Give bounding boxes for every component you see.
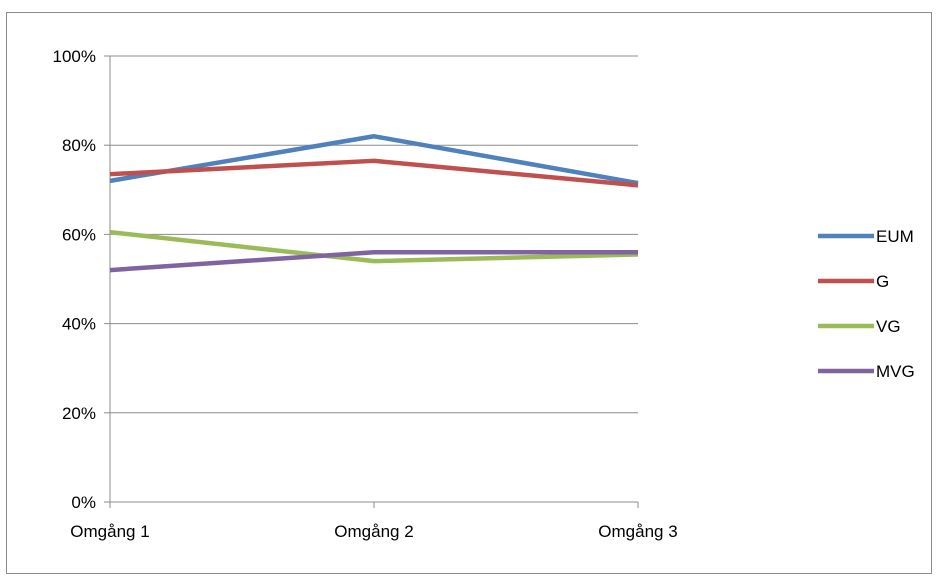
y-tick-label: 40% [62,315,96,334]
y-tick-label: 0% [71,493,96,512]
series-line-vg [109,229,639,264]
series-lines [109,134,639,273]
y-tick-label: 80% [62,136,96,155]
chart-frame [6,12,932,574]
x-axis-tick-labels: Omgång 1 Omgång 2 Omgång 3 [70,522,677,541]
series-line-eum [109,134,639,186]
series-line-mvg [109,249,638,273]
legend-label-eum: EUM [876,227,914,246]
legend-label-g: G [876,272,889,291]
axes [104,55,639,508]
series-line-g [109,158,639,188]
legend-label-vg: VG [876,317,901,336]
y-tick-label: 20% [62,404,96,423]
x-tick-label: Omgång 3 [598,522,677,541]
legend: EUM G VG MVG [818,227,915,381]
y-axis-tick-labels: 0% 20% 40% 60% 80% 100% [53,47,96,512]
x-tick-label: Omgång 1 [70,522,149,541]
legend-label-mvg: MVG [876,362,915,381]
y-tick-label: 100% [53,47,96,66]
gridlines [110,55,638,414]
y-tick-label: 60% [62,225,96,244]
x-tick-label: Omgång 2 [334,522,413,541]
